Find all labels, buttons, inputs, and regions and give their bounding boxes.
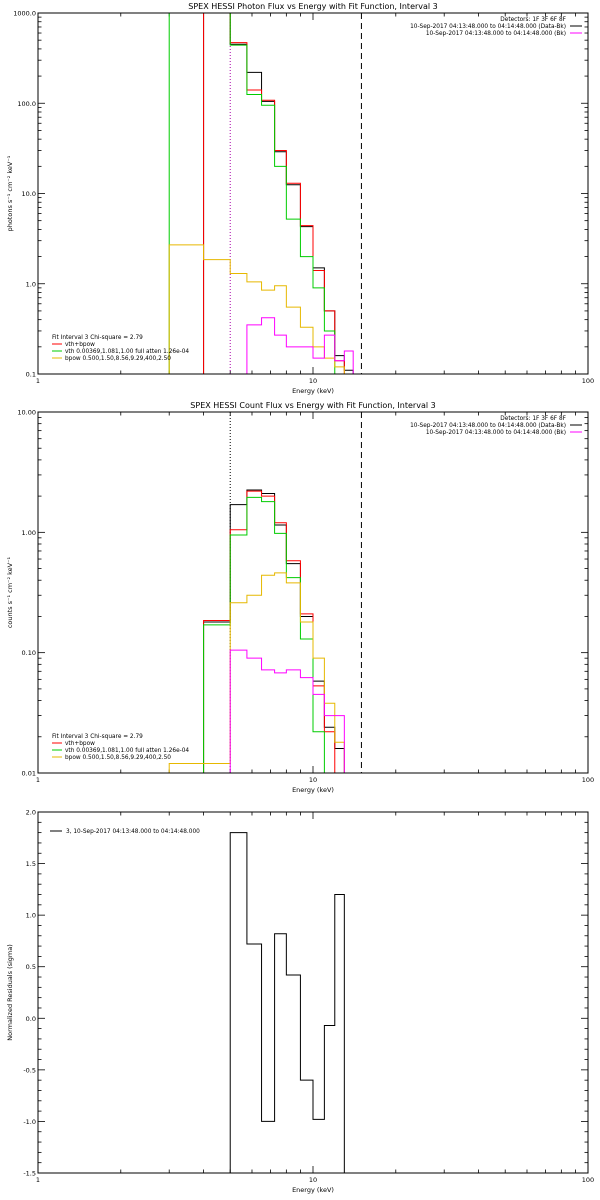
series-data: [229, 832, 345, 1173]
series-data: [203, 13, 354, 374]
y-ticks: [38, 16, 588, 375]
y-axis-label: Normalized Residuals (sigma): [6, 944, 14, 1041]
y-tick-label: 0.5: [26, 963, 36, 971]
x-tick-label: 100: [582, 377, 594, 385]
legend-entry: vth 0.00369,1.081,1.00 full atten 1.26e-…: [65, 748, 189, 754]
y-tick-label: 1.0: [26, 912, 36, 920]
series-path: [203, 489, 345, 773]
series-data: [203, 489, 345, 773]
series-bpow: [168, 244, 354, 374]
legend-entry: 3, 10-Sep-2017 04:13:48.000 to 04:14:48.…: [66, 829, 200, 835]
series-path: [203, 13, 354, 374]
y-tick-label: 2.0: [26, 809, 36, 817]
y-tick-label: 100.0: [17, 100, 36, 108]
legend-entry: vth 0.00369,1.081,1.00 full atten 1.26e-…: [65, 349, 189, 355]
series-vth: [168, 13, 345, 374]
x-tick-label: 10: [309, 1176, 317, 1184]
x-tick-label: 100: [582, 1176, 594, 1184]
series-path: [229, 649, 345, 773]
y-tick-label: 1.0: [26, 280, 36, 288]
series-path: [203, 490, 336, 773]
plot-frame: [37, 811, 589, 1174]
series-bpow: [168, 572, 345, 773]
x-tick-label: 1: [36, 776, 40, 784]
x-axis-label: Energy (keV): [292, 387, 334, 395]
chart-panel-1: SPEX HESSI Photon Flux vs Energy with Fi…: [6, 2, 594, 395]
header-line: 10-Sep-2017 04:13:48.000 to 04:14:48.000…: [410, 423, 566, 429]
y-tick-label: 0.1: [26, 371, 36, 379]
y-tick-label: -1.5: [23, 1170, 36, 1178]
y-tick-label: 10.00: [17, 409, 36, 417]
x-axis-label: Energy (keV): [292, 786, 334, 794]
chart-panel-3: 1 10 100 -1.5 -1.0 -0.5 0.0 0.5 1.0 1.5 2.0 Energy …: [6, 809, 594, 1195]
series-path: [168, 244, 354, 374]
y-axis-label: counts s⁻¹ cm⁻² keV⁻¹: [6, 556, 14, 628]
x-tick-label: 100: [582, 776, 594, 784]
chart-title: SPEX HESSI Photon Flux vs Energy with Fi…: [188, 2, 438, 11]
x-ticks: [37, 812, 576, 1173]
chart-panel-2: SPEX HESSI Count Flux vs Energy with Fit…: [6, 401, 594, 794]
y-tick-label: 1.00: [22, 529, 36, 537]
y-tick-label: -1.0: [23, 1118, 36, 1126]
series-path: [246, 317, 354, 374]
legend-entry: bpow 0.500,1.50,8.56,9.29,400,2.50: [65, 356, 171, 362]
series-total: [203, 490, 336, 773]
series-path: [229, 832, 345, 1173]
chart-title: SPEX HESSI Count Flux vs Energy with Fit…: [190, 401, 435, 410]
legend-header: Fit Interval 3 Chi-square = 2.79: [52, 734, 143, 740]
x-tick-label: 1: [36, 1176, 40, 1184]
series-path: [169, 496, 325, 773]
legend-entry: bpow 0.500,1.50,8.56,9.29,400,2.50: [65, 755, 171, 761]
y-tick-label: 1.5: [26, 860, 36, 868]
plot-frame: [37, 411, 589, 774]
header-line: Detectors: 1F 3F 6F 8F: [500, 416, 566, 422]
x-ticks: [37, 13, 576, 374]
x-axis-label: Energy (keV): [292, 1186, 334, 1194]
series-path: [203, 13, 354, 374]
series-bk: [246, 317, 354, 374]
y-tick-label: 0.0: [26, 1015, 36, 1023]
header-line: Detectors: 1F 3F 6F 8F: [500, 17, 566, 23]
header-line: 10-Sep-2017 04:13:48.000 to 04:14:48.000…: [410, 24, 566, 30]
header-line: 10-Sep-2017 04:13:48.000 to 04:14:48.000…: [426, 31, 566, 37]
series-total: [203, 13, 354, 374]
legend-entry: vth+bpow: [65, 741, 95, 747]
series-vth: [169, 496, 325, 773]
y-tick-label: -0.5: [23, 1066, 36, 1074]
legend-header: Fit Interval 3 Chi-square = 2.79: [52, 335, 143, 341]
x-ticks: [37, 412, 576, 773]
plot-frame: [37, 12, 589, 375]
x-tick-label: 1: [36, 377, 40, 385]
y-tick-label: 10.0: [22, 190, 36, 198]
series-bk: [229, 649, 345, 773]
y-tick-label: 0.10: [22, 649, 36, 657]
y-tick-label: 1000.0: [13, 10, 36, 18]
y-axis-label: photons s⁻¹ cm⁻² keV⁻¹: [6, 155, 14, 231]
header-line: 10-Sep-2017 04:13:48.000 to 04:14:48.000…: [426, 430, 566, 436]
x-tick-label: 10: [309, 377, 317, 385]
y-tick-label: 0.01: [22, 770, 36, 778]
x-tick-label: 10: [309, 776, 317, 784]
series-path: [168, 13, 345, 374]
series-path: [168, 572, 345, 773]
legend-entry: vth+bpow: [65, 342, 95, 348]
